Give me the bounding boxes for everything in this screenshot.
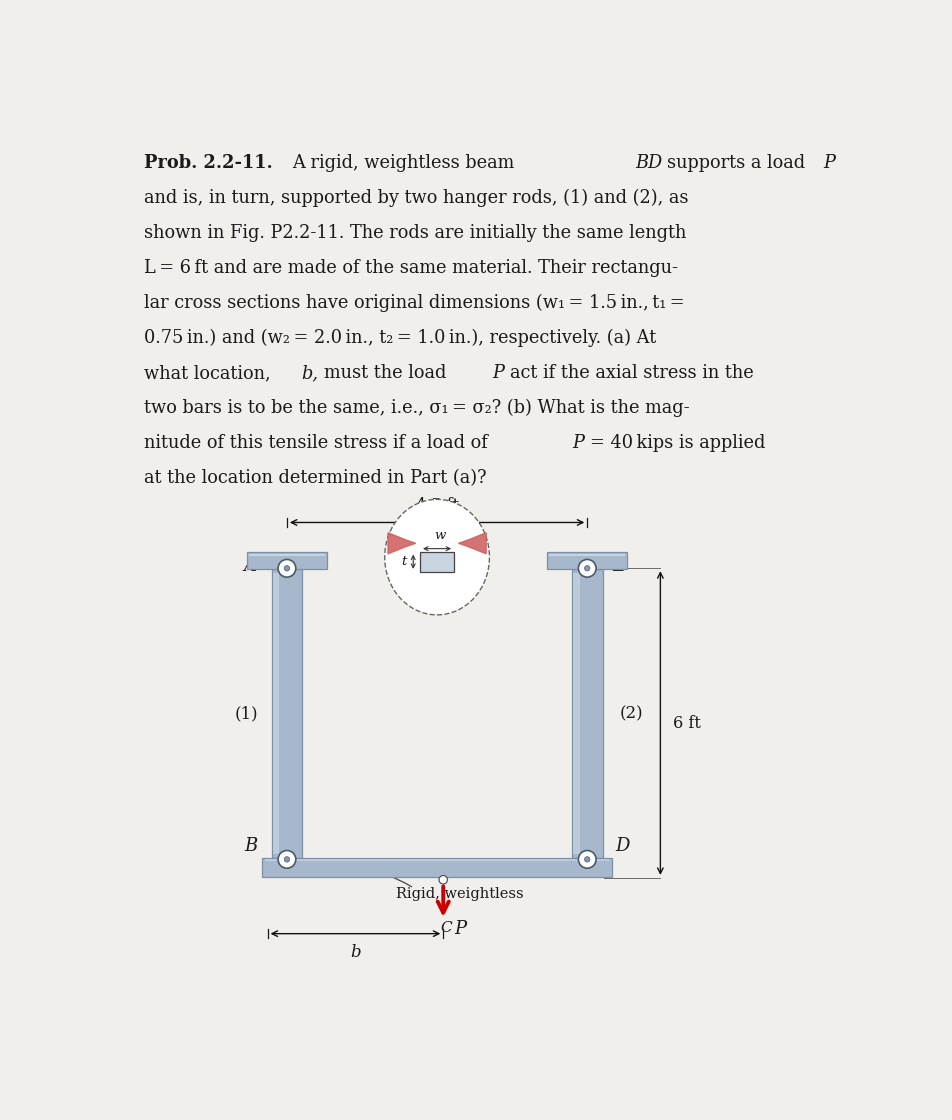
Text: 6 ft: 6 ft	[673, 715, 701, 731]
Text: A rigid, weightless beam: A rigid, weightless beam	[292, 153, 515, 171]
Text: supports a load: supports a load	[666, 153, 804, 171]
Text: (2): (2)	[620, 706, 644, 722]
Text: L = 6 ft and are made of the same material. Their rectangu-: L = 6 ft and are made of the same materi…	[145, 259, 679, 277]
Circle shape	[579, 850, 596, 868]
Text: C: C	[441, 921, 452, 934]
Text: b: b	[350, 944, 361, 961]
Text: nitude of this tensile stress if a load of: nitude of this tensile stress if a load …	[145, 433, 488, 452]
Bar	[573, 573, 580, 855]
Text: 4.5 ft: 4.5 ft	[415, 497, 459, 514]
Text: b,: b,	[302, 364, 319, 382]
Text: P: P	[492, 364, 505, 382]
Bar	[247, 552, 327, 569]
Text: D: D	[615, 837, 629, 856]
Circle shape	[285, 566, 289, 571]
Text: at the location determined in Part (a)?: at the location determined in Part (a)?	[145, 469, 487, 487]
Circle shape	[579, 559, 596, 577]
Bar	[420, 552, 454, 571]
Bar	[263, 858, 612, 877]
FancyArrowPatch shape	[311, 869, 411, 887]
Text: P: P	[572, 433, 584, 452]
Text: (1): (1)	[235, 706, 259, 722]
Text: A: A	[243, 557, 256, 575]
Bar	[271, 569, 303, 858]
Circle shape	[285, 857, 289, 862]
Bar	[572, 569, 603, 858]
Text: t: t	[402, 556, 407, 568]
Text: = 40 kips is applied: = 40 kips is applied	[589, 433, 764, 452]
Text: and is, in turn, supported by two hanger rods, (1) and (2), as: and is, in turn, supported by two hanger…	[145, 188, 689, 207]
Text: BD: BD	[636, 153, 663, 171]
Text: B: B	[245, 837, 258, 856]
Text: 0.75 in.) and (w₂ = 2.0 in., t₂ = 1.0 in.), respectively. (a) At: 0.75 in.) and (w₂ = 2.0 in., t₂ = 1.0 in…	[145, 329, 657, 347]
Text: two bars is to be the same, i.e., σ₁ = σ₂? (b) What is the mag-: two bars is to be the same, i.e., σ₁ = σ…	[145, 399, 690, 417]
Circle shape	[278, 850, 296, 868]
Ellipse shape	[385, 500, 489, 615]
Bar	[273, 573, 279, 855]
Text: Prob. 2.2-11.: Prob. 2.2-11.	[145, 153, 273, 171]
Text: must the load: must the load	[324, 364, 446, 382]
Text: what location,: what location,	[145, 364, 271, 382]
Text: Rigid, weightless: Rigid, weightless	[396, 887, 524, 900]
Text: shown in Fig. P2.2-11. The rods are initially the same length: shown in Fig. P2.2-11. The rods are init…	[145, 224, 686, 242]
Text: w: w	[434, 530, 446, 542]
Bar	[547, 552, 627, 569]
Polygon shape	[388, 533, 416, 553]
Circle shape	[585, 566, 590, 571]
Bar	[266, 859, 608, 861]
Text: act if the axial stress in the: act if the axial stress in the	[510, 364, 754, 382]
Text: E: E	[612, 557, 625, 575]
Circle shape	[439, 876, 447, 884]
Polygon shape	[459, 533, 486, 553]
Circle shape	[278, 559, 296, 577]
Circle shape	[585, 857, 590, 862]
Text: P: P	[823, 153, 836, 171]
Text: lar cross sections have original dimensions (w₁ = 1.5 in., t₁ =: lar cross sections have original dimensi…	[145, 293, 685, 312]
Text: P: P	[454, 920, 466, 937]
